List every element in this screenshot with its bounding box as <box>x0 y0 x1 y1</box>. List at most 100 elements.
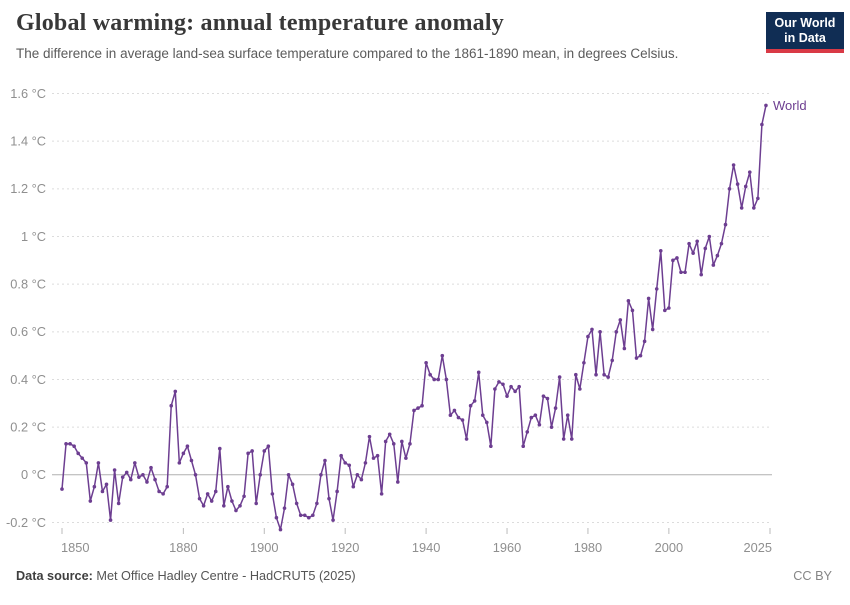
data-point[interactable] <box>133 461 137 465</box>
data-point[interactable] <box>408 442 412 446</box>
data-point[interactable] <box>622 346 627 351</box>
data-point[interactable] <box>141 473 145 477</box>
data-point[interactable] <box>638 353 643 358</box>
data-point[interactable] <box>424 360 428 365</box>
data-point[interactable] <box>359 477 364 482</box>
data-point[interactable] <box>347 463 352 468</box>
data-point[interactable] <box>565 413 570 418</box>
data-point[interactable] <box>161 492 165 496</box>
data-point[interactable] <box>209 499 214 503</box>
data-point[interactable] <box>468 403 473 408</box>
data-point[interactable] <box>420 403 424 408</box>
data-point[interactable] <box>197 496 202 501</box>
data-point[interactable] <box>145 480 149 484</box>
data-point[interactable] <box>723 222 728 227</box>
data-point[interactable] <box>428 372 432 377</box>
data-point[interactable] <box>533 413 538 418</box>
data-point[interactable] <box>513 389 517 394</box>
data-point[interactable] <box>355 473 360 477</box>
data-point[interactable] <box>582 360 586 365</box>
data-point[interactable] <box>646 296 651 301</box>
data-point[interactable] <box>270 492 275 496</box>
data-point[interactable] <box>327 496 331 501</box>
data-point[interactable] <box>306 515 311 520</box>
data-point[interactable] <box>290 482 295 487</box>
data-point[interactable] <box>529 415 534 420</box>
data-point[interactable] <box>104 482 109 487</box>
data-point[interactable] <box>149 465 153 470</box>
data-point[interactable] <box>120 475 125 479</box>
data-point[interactable] <box>217 446 222 451</box>
data-point[interactable] <box>452 408 457 413</box>
data-point[interactable] <box>230 499 234 503</box>
data-point[interactable] <box>752 206 756 210</box>
data-point[interactable] <box>193 473 198 477</box>
data-point[interactable] <box>642 339 647 344</box>
data-point[interactable] <box>323 458 327 463</box>
data-point[interactable] <box>493 387 497 391</box>
data-point[interactable] <box>298 513 303 518</box>
data-point[interactable] <box>68 442 72 446</box>
data-point[interactable] <box>153 477 157 482</box>
data-point[interactable] <box>335 489 339 494</box>
data-point[interactable] <box>695 239 699 244</box>
data-point[interactable] <box>440 353 445 358</box>
data-point[interactable] <box>711 263 716 267</box>
data-point[interactable] <box>286 473 291 477</box>
data-point[interactable] <box>80 456 85 460</box>
data-point[interactable] <box>282 506 287 510</box>
data-point[interactable] <box>703 246 708 251</box>
license-link[interactable]: CC BY <box>793 569 832 583</box>
data-point[interactable] <box>311 513 315 518</box>
data-point[interactable] <box>165 484 169 489</box>
data-point[interactable] <box>412 408 416 413</box>
data-point[interactable] <box>521 444 526 449</box>
data-point[interactable] <box>234 508 238 513</box>
data-point[interactable] <box>553 406 558 410</box>
data-point[interactable] <box>675 256 679 260</box>
data-point[interactable] <box>545 396 550 401</box>
data-point[interactable] <box>683 270 687 275</box>
data-point[interactable] <box>238 503 242 508</box>
data-point[interactable] <box>88 499 93 503</box>
data-point[interactable] <box>480 413 485 418</box>
data-point[interactable] <box>444 377 449 382</box>
data-point[interactable] <box>250 449 254 453</box>
data-point[interactable] <box>124 470 129 475</box>
world-series[interactable] <box>60 103 768 532</box>
data-point[interactable] <box>108 518 113 522</box>
data-point[interactable] <box>517 384 521 389</box>
data-point[interactable] <box>525 430 530 434</box>
data-point[interactable] <box>663 308 667 313</box>
data-point[interactable] <box>654 287 659 291</box>
data-point[interactable] <box>598 330 602 334</box>
data-point[interactable] <box>715 253 720 258</box>
data-point[interactable] <box>400 439 404 444</box>
data-point[interactable] <box>671 258 675 263</box>
data-point[interactable] <box>302 513 307 518</box>
data-point[interactable] <box>634 356 639 360</box>
data-point[interactable] <box>537 422 542 427</box>
data-point[interactable] <box>387 432 392 437</box>
data-point[interactable] <box>476 370 481 375</box>
data-point[interactable] <box>687 241 691 246</box>
data-point[interactable] <box>72 444 76 449</box>
data-point[interactable] <box>658 248 663 253</box>
data-point[interactable] <box>436 377 441 382</box>
data-point[interactable] <box>574 372 578 377</box>
data-point[interactable] <box>586 334 590 339</box>
data-point[interactable] <box>590 327 594 332</box>
data-point[interactable] <box>367 434 372 439</box>
data-point[interactable] <box>610 358 615 363</box>
data-point[interactable] <box>278 527 283 532</box>
data-point[interactable] <box>626 299 631 303</box>
data-point[interactable] <box>667 306 671 310</box>
data-point[interactable] <box>181 451 186 456</box>
data-point[interactable] <box>157 489 161 494</box>
data-point[interactable] <box>561 437 566 441</box>
data-point[interactable] <box>485 420 489 425</box>
data-point[interactable] <box>363 461 368 465</box>
data-point[interactable] <box>460 418 465 422</box>
data-point[interactable] <box>391 442 396 446</box>
world-line[interactable] <box>61 104 767 531</box>
